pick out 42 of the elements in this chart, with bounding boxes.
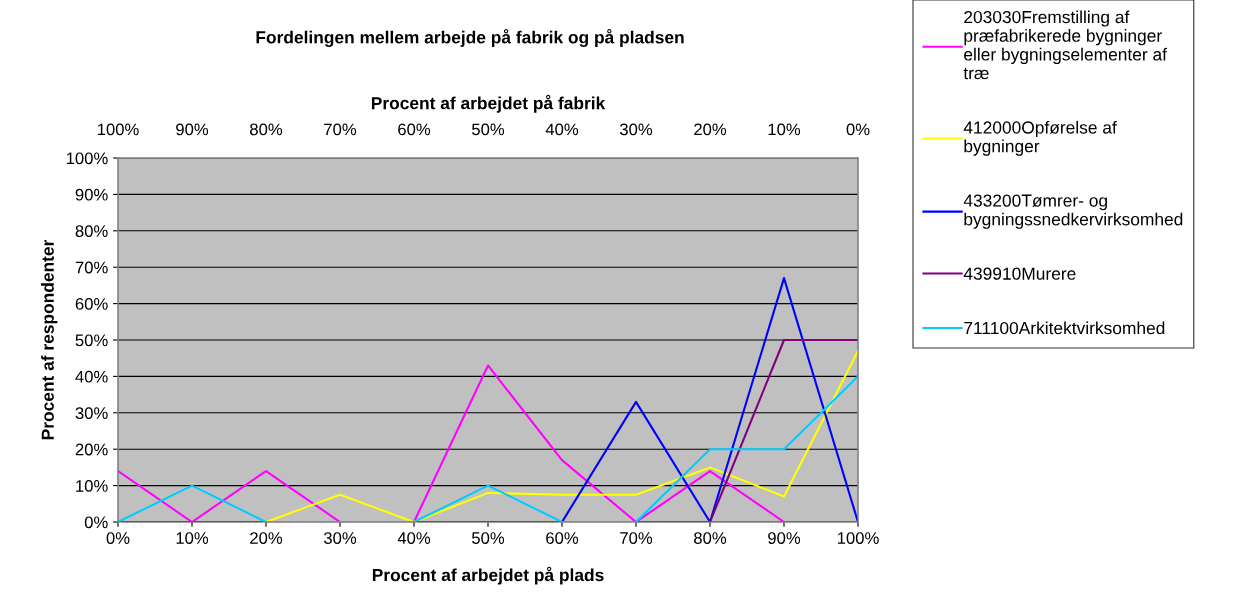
x2-tick-label: 70%	[324, 123, 357, 136]
x2-axis-title: Procent af arbejdet på fabrik	[371, 94, 606, 113]
y-tick-label: 70%	[75, 261, 108, 274]
x2-tick-label: 20%	[694, 123, 727, 136]
y-tick-label: 90%	[75, 188, 108, 201]
chart-title: Fordelingen mellem arbejde på fabrik og på pladsen	[256, 29, 684, 47]
x-tick-label: 10%	[176, 532, 209, 544]
y-tick-label: 100%	[66, 152, 108, 165]
y-tick-label: 80%	[75, 225, 108, 237]
y-tick-label: 20%	[75, 443, 108, 456]
y-tick-label: 10%	[76, 480, 108, 492]
y-tick-label: 50%	[75, 334, 108, 347]
x-tick-label: 90%	[768, 532, 801, 544]
legend-label: 439910Murere	[963, 267, 1076, 280]
x-tick-label: 80%	[694, 532, 727, 544]
x-tick-label: 100%	[837, 532, 879, 544]
x-tick-label: 50%	[471, 532, 505, 544]
legend-label: 433200Tømrer- og bygningssnedkervirksomhed	[963, 194, 1183, 229]
y-tick-label: 40%	[75, 370, 108, 383]
y-tick-label: 60%	[75, 298, 108, 310]
x-tick-label: 40%	[397, 532, 431, 544]
x2-tick-label: 60%	[398, 123, 431, 136]
x2-tick-label: 40%	[545, 123, 579, 136]
x-tick-label: 60%	[546, 532, 579, 544]
legend-label: 203030Fremstilling af præfabrikerede bygninger eller bygningselementer af træ	[963, 10, 1167, 80]
x-tick-label: 0%	[106, 532, 130, 544]
x2-tick-label: 100%	[97, 123, 139, 136]
x2-tick-label: 50%	[471, 123, 505, 136]
legend-label: 412000Opførelse af bygninger	[963, 120, 1117, 156]
y-tick-label: 30%	[75, 407, 108, 419]
x-tick-label: 30%	[323, 532, 357, 544]
x-tick-label: 20%	[250, 532, 283, 544]
x2-tick-label: 0%	[846, 123, 870, 136]
x2-tick-label: 90%	[176, 123, 209, 136]
x2-tick-label: 10%	[768, 123, 801, 136]
y-axis-title: Procent af respondenter	[41, 239, 58, 440]
x2-tick-label: 30%	[619, 123, 653, 136]
y-tick-label: 0%	[84, 516, 108, 529]
x2-tick-label: 80%	[250, 123, 283, 136]
x-tick-label: 70%	[620, 532, 653, 544]
legend-label: 711100Arkitektvirksomhed	[964, 321, 1165, 335]
x-axis-title: Procent af arbejdet på plads	[372, 566, 604, 585]
